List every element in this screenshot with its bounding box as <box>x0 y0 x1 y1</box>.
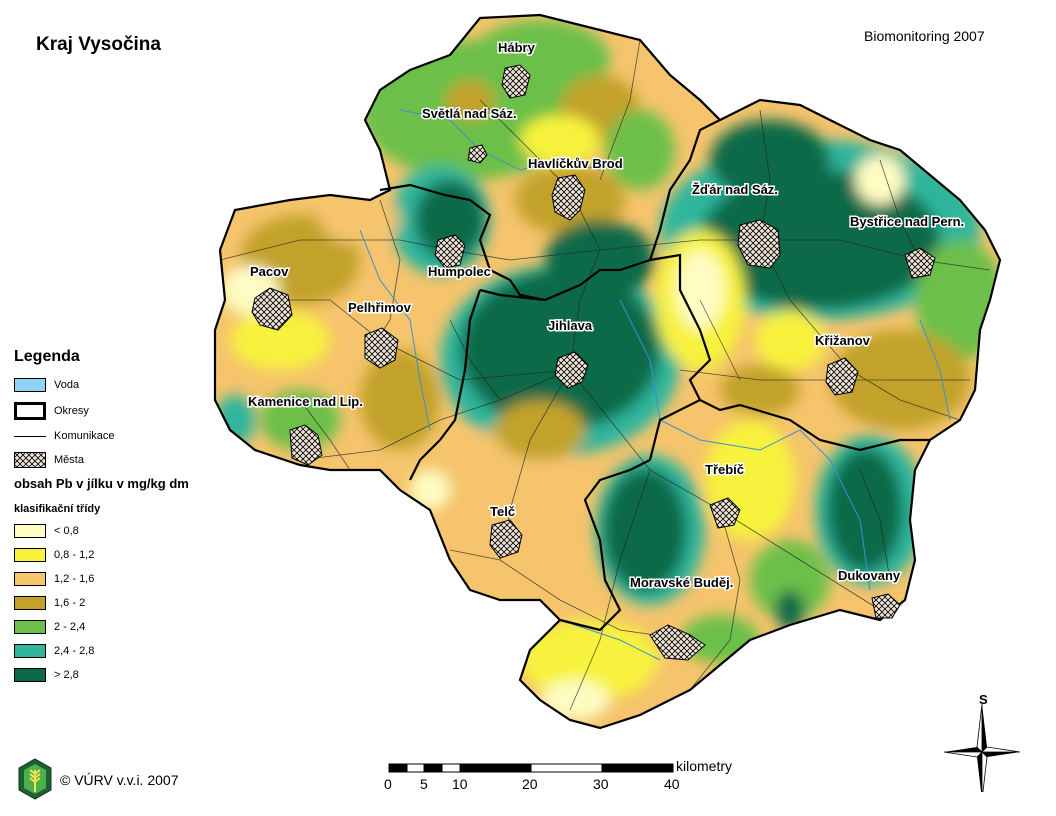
class-swatch-1 <box>14 524 46 538</box>
legend-class-7-label: > 2,8 <box>54 669 79 681</box>
city-label-havlickuv-brod: Havlíčkův Brod <box>528 156 623 171</box>
class-swatch-3 <box>14 572 46 586</box>
legend-class-2: 0,8 - 1,2 <box>14 548 94 562</box>
scale-tick-0: 0 <box>384 776 392 792</box>
legend-item-roads: Komunikace <box>14 430 115 442</box>
city-label-kamenice: Kamenice nad Lip. <box>248 394 363 409</box>
legend-item-water: Voda <box>14 378 79 392</box>
legend-item-towns: Města <box>14 452 84 468</box>
legend-class-3-label: 1,2 - 1,6 <box>54 573 95 585</box>
legend-item-districts-label: Okresy <box>54 405 89 417</box>
legend-class-3: 1,2 - 1,6 <box>14 572 94 586</box>
legend-class-1-label: < 0,8 <box>54 525 79 537</box>
vurv-logo-icon <box>18 758 52 800</box>
city-label-svetla: Světlá nad Sáz. <box>422 106 517 121</box>
legend-class-6-label: 2,4 - 2,8 <box>54 645 95 657</box>
city-label-humpolec: Humpolec <box>428 264 491 279</box>
legend-class-2-label: 0,8 - 1,2 <box>54 549 95 561</box>
scale-tick-10: 10 <box>452 776 468 792</box>
town-hatch-swatch <box>14 452 46 468</box>
city-label-habry: Hábry <box>498 40 536 55</box>
district-border-swatch <box>14 402 46 420</box>
legend-class-5-label: 2 - 2,4 <box>54 621 86 633</box>
city-label-pacov: Pacov <box>250 264 289 279</box>
compass-icon <box>943 703 1021 792</box>
class-swatch-5 <box>14 620 46 634</box>
city-label-bystrice: Bystřice nad Pern. <box>850 214 964 229</box>
water-swatch <box>14 378 46 392</box>
legend-item-water-label: Voda <box>54 379 80 391</box>
city-label-krizanov: Křižanov <box>815 333 871 348</box>
city-label-zdar: Žďár nad Sáz. <box>692 182 778 197</box>
city-label-jihlava: Jihlava <box>548 318 593 333</box>
legend-class-6: 2,4 - 2,8 <box>14 644 94 658</box>
city-label-pelhrimov: Pelhřimov <box>348 300 412 315</box>
legend-class-7: > 2,8 <box>14 668 79 682</box>
scale-tick-30: 30 <box>593 776 609 792</box>
class-swatch-6 <box>14 644 46 658</box>
legend-class-4: 1,6 - 2 <box>14 596 85 610</box>
class-swatch-7 <box>14 668 46 682</box>
legend-item-roads-label: Komunikace <box>54 430 115 442</box>
scale-tick-40: 40 <box>664 776 680 792</box>
city-label-dukovany: Dukovany <box>838 568 901 583</box>
scale-bar <box>388 763 674 773</box>
legend-attribute-title: obsah Pb v jílku v mg/kg dm <box>14 476 189 491</box>
scale-unit-label: kilometry <box>676 758 733 774</box>
map-title: Kraj Vysočina <box>36 34 161 55</box>
scale-tick-5: 5 <box>420 776 428 792</box>
towns-layer <box>251 64 936 661</box>
pb-concentration-surface <box>215 15 1000 728</box>
map-subtitle: Biomonitoring 2007 <box>864 28 985 44</box>
district-borders <box>213 13 1002 730</box>
road-line-swatch <box>14 435 46 437</box>
scale-tick-20: 20 <box>522 776 538 792</box>
legend-classes-title: klasifikační třídy <box>14 503 101 515</box>
class-swatch-2 <box>14 548 46 562</box>
legend: Legenda Voda Okresy Komunikace Města obs… <box>14 348 274 682</box>
city-label-trebic: Třebíč <box>705 462 744 477</box>
city-label-moravske-budejovice: Moravské Buděj. <box>630 575 733 590</box>
legend-class-1: < 0,8 <box>14 524 79 538</box>
city-label-telc: Telč <box>490 504 515 519</box>
legend-class-5: 2 - 2,4 <box>14 620 85 634</box>
legend-heading: Legenda <box>14 348 80 365</box>
class-swatch-4 <box>14 596 46 610</box>
city-labels: Hábry Světlá nad Sáz. Havlíčkův Brod Žďá… <box>247 39 966 592</box>
legend-item-districts: Okresy <box>14 402 89 420</box>
copyright-text: © VÚRV v.v.i. 2007 <box>60 772 179 788</box>
legend-class-4-label: 1,6 - 2 <box>54 597 86 609</box>
legend-item-towns-label: Města <box>54 454 84 466</box>
north-letter: S <box>979 692 988 707</box>
